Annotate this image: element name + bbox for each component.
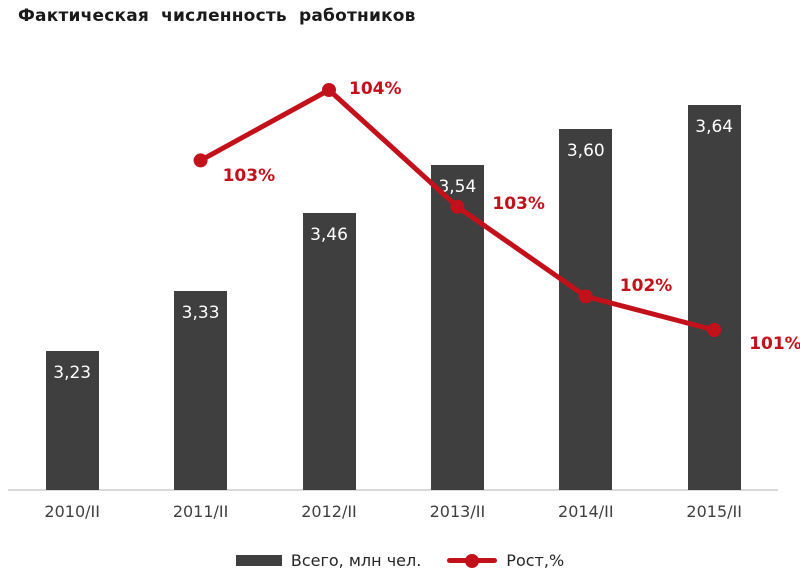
legend-line-dot-icon (465, 553, 480, 568)
bar-2011/II: 3,33 (174, 291, 228, 490)
x-axis-line (8, 489, 779, 491)
line-value-label: 102% (619, 276, 673, 297)
bar-2010/II: 3,23 (45, 351, 99, 490)
line-marker (322, 83, 336, 97)
chart-title: Фактическая численность работников (18, 6, 416, 26)
legend-item-bars: Всего, млн чел. (235, 551, 422, 570)
bar-value-label: 3,60 (566, 140, 605, 161)
bar-2014/II: 3,60 (559, 128, 613, 490)
x-tick-label: 2011/II (172, 502, 229, 521)
x-tick-label: 2015/II (686, 502, 742, 521)
bar-value-label: 3,46 (310, 224, 348, 245)
line-value-label: 103% (492, 193, 545, 214)
line-marker (193, 153, 208, 168)
x-tick-label: 2012/II (301, 502, 357, 521)
x-tick-label: 2014/II (558, 502, 614, 521)
x-tick-label: 2010/II (44, 502, 100, 521)
line-value-label: 101% (749, 334, 800, 354)
line-value-label: 103% (222, 166, 276, 187)
legend-bars-label: Всего, млн чел. (290, 551, 422, 570)
line-value-label: 104% (349, 79, 402, 99)
legend-item-line: Рост,% (447, 551, 564, 570)
bar-value-label: 3,23 (53, 363, 92, 384)
bar-2015/II: 3,64 (687, 104, 741, 490)
legend: Всего, млн чел. Рост,% (0, 551, 800, 570)
bar-2012/II: 3,46 (302, 212, 356, 490)
legend-line-label: Рост,% (506, 551, 565, 570)
x-tick-label: 2013/II (429, 502, 486, 521)
bar-2013/II: 3,54 (430, 164, 484, 490)
bar-value-label: 3,33 (181, 303, 220, 324)
bar-value-label: 3,54 (438, 176, 477, 197)
bar-value-label: 3,64 (695, 116, 734, 137)
legend-line-swatch-icon (447, 553, 498, 568)
legend-bar-swatch-icon (235, 555, 282, 566)
